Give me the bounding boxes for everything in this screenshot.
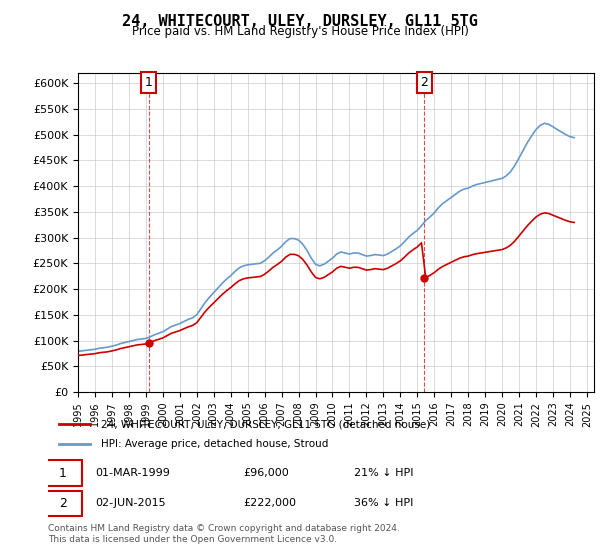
Text: 21% ↓ HPI: 21% ↓ HPI (354, 468, 414, 478)
Text: 24, WHITECOURT, ULEY, DURSLEY, GL11 5TG (detached house): 24, WHITECOURT, ULEY, DURSLEY, GL11 5TG … (101, 419, 430, 429)
Text: £222,000: £222,000 (244, 498, 296, 508)
Text: Contains HM Land Registry data © Crown copyright and database right 2024.: Contains HM Land Registry data © Crown c… (48, 524, 400, 533)
FancyBboxPatch shape (43, 491, 82, 516)
FancyBboxPatch shape (43, 460, 82, 486)
Text: 2: 2 (59, 497, 67, 510)
Text: 01-MAR-1999: 01-MAR-1999 (95, 468, 170, 478)
Text: 02-JUN-2015: 02-JUN-2015 (95, 498, 166, 508)
Text: HPI: Average price, detached house, Stroud: HPI: Average price, detached house, Stro… (101, 439, 328, 449)
Text: 36% ↓ HPI: 36% ↓ HPI (354, 498, 413, 508)
Text: 24, WHITECOURT, ULEY, DURSLEY, GL11 5TG: 24, WHITECOURT, ULEY, DURSLEY, GL11 5TG (122, 14, 478, 29)
Text: £96,000: £96,000 (244, 468, 289, 478)
Text: 2: 2 (421, 76, 428, 89)
Text: This data is licensed under the Open Government Licence v3.0.: This data is licensed under the Open Gov… (48, 535, 337, 544)
Text: Price paid vs. HM Land Registry's House Price Index (HPI): Price paid vs. HM Land Registry's House … (131, 25, 469, 38)
Text: 1: 1 (145, 76, 152, 89)
Text: 1: 1 (59, 466, 67, 480)
